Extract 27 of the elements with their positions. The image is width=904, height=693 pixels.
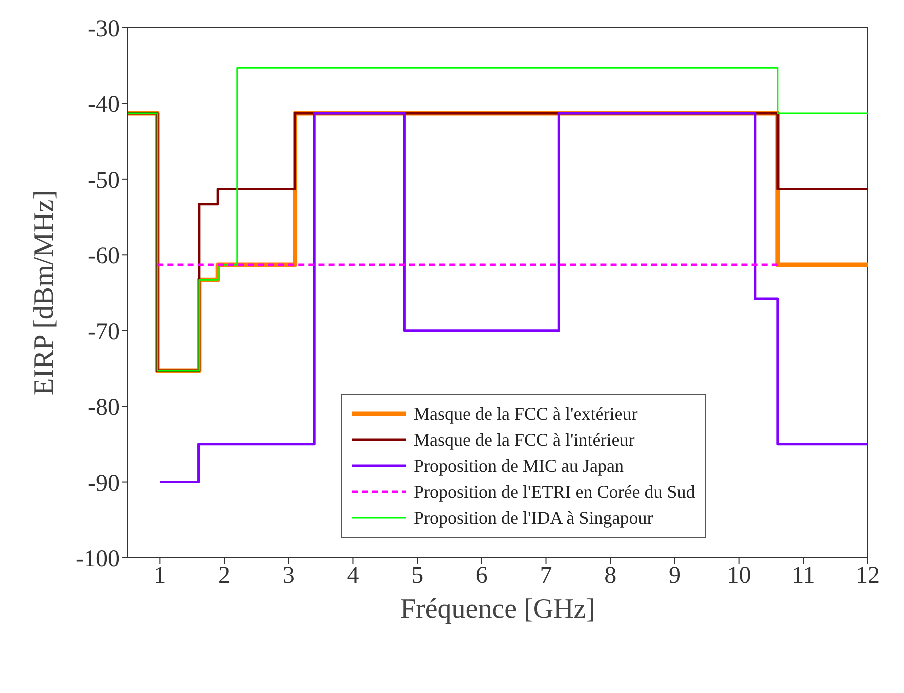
y-tick-label: -40 <box>88 92 120 118</box>
x-tick-label: 2 <box>218 563 231 590</box>
legend-label: Proposition de l'ETRI en Corée du Sud <box>414 482 696 502</box>
y-tick-label: -100 <box>76 546 120 573</box>
x-axis-title: Fréquence [GHz] <box>400 594 596 625</box>
x-tick-label: 7 <box>540 563 552 590</box>
x-tick-label: 10 <box>727 563 752 590</box>
x-tick-label: 4 <box>347 563 360 590</box>
x-tick-label: 8 <box>604 563 617 590</box>
x-tick-label: 12 <box>856 563 880 590</box>
legend-label: Masque de la FCC à l'extérieur <box>414 404 638 424</box>
x-tick-label: 3 <box>282 563 295 590</box>
y-tick-label: -90 <box>88 470 120 497</box>
legend-label: Masque de la FCC à l'intérieur <box>414 430 635 450</box>
y-tick-label: -30 <box>88 16 120 43</box>
x-tick-label: 9 <box>668 563 681 590</box>
y-tick-label: -60 <box>88 244 120 270</box>
y-axis-title: EIRP [dBm/MHz] <box>28 190 60 396</box>
legend-label: Proposition de l'IDA à Singapour <box>414 508 654 528</box>
x-tick-label: 11 <box>792 563 816 590</box>
x-tick-label: 5 <box>412 563 424 590</box>
y-tick-label: -70 <box>88 319 120 346</box>
legend-label: Proposition de MIC au Japan <box>414 456 624 476</box>
x-tick-label: 1 <box>154 563 166 590</box>
y-tick-label: -50 <box>88 168 120 194</box>
y-tick-label: -80 <box>88 395 120 422</box>
x-tick-label: 6 <box>476 563 488 590</box>
